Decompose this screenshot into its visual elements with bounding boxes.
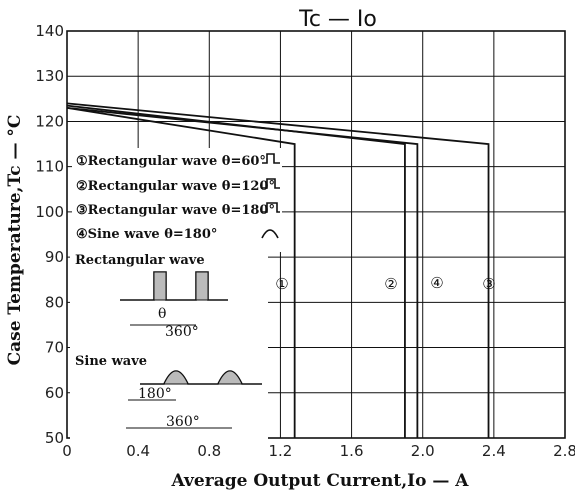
y-tick-label: 50: [45, 429, 64, 447]
series-line-1: [66, 106, 296, 438]
sine-wave-label: Sine wave: [75, 354, 147, 369]
x-tick-label: 2.8: [553, 442, 575, 460]
y-tick-label: 90: [45, 248, 64, 266]
rect-wave-label: Rectangular wave: [75, 253, 205, 268]
rect-wave-120-icon: [262, 178, 280, 189]
marker-3: ③: [482, 275, 495, 293]
x-tick-label: 1.6: [340, 442, 364, 460]
plot-frame: [66, 30, 566, 439]
sine-pulse-1: [163, 370, 189, 385]
angle-180-label: 180°: [138, 386, 172, 402]
x-tick-label: 0.4: [126, 442, 150, 460]
curve-markers: ① ② ④ ③: [275, 274, 495, 293]
rect-wave-60-icon: [262, 153, 280, 164]
legend-entry-2: ②Rectangular wave θ=120°: [76, 179, 275, 194]
theta-label: θ: [158, 306, 166, 322]
y-tick-label: 60: [45, 384, 64, 402]
y-tick-label: 100: [35, 203, 64, 221]
series-line-3: [66, 102, 490, 438]
rect-pulse-1: [153, 271, 167, 301]
sine-360-label: 360°: [166, 414, 200, 430]
rect-360-label: 360°: [165, 324, 199, 340]
rect-pulse-2: [195, 271, 209, 301]
sine-wave-icon: [261, 229, 279, 239]
y-axis-label: Case Temperature,Tc — °C: [5, 115, 25, 366]
marker-4: ④: [430, 274, 443, 292]
x-tick-label: 2.0: [411, 442, 435, 460]
y-tick-label: 130: [35, 67, 64, 85]
y-tick-label: 140: [35, 22, 64, 40]
sine-pulse-2: [217, 370, 243, 385]
series-line-2: [66, 104, 406, 438]
marker-1: ①: [275, 275, 288, 293]
legend: ①Rectangular wave θ=60° ②Rectangular wav…: [72, 148, 282, 252]
legend-entry-3: ③Rectangular wave θ=180°: [76, 203, 275, 218]
x-tick-label: 0.8: [197, 442, 221, 460]
series-lines: [66, 102, 490, 438]
series-line-4: [66, 106, 419, 438]
y-tick-label: 80: [45, 293, 64, 311]
chart-title: Tc — Io: [298, 7, 377, 32]
legend-entry-1: ①Rectangular wave θ=60°: [76, 154, 266, 169]
x-axis-label: Average Output Current,Io — A: [171, 471, 470, 491]
marker-2: ②: [384, 275, 397, 293]
rect-wave-180-icon: [262, 202, 280, 213]
legend-entry-4: ④Sine wave θ=180°: [76, 227, 217, 242]
y-tick-label: 70: [45, 339, 64, 357]
tick-labels: 0 0.4 0.8 1.2 1.6 2.0 2.4 2.8 50 60 70 80 90 100 110 12…: [35, 22, 575, 460]
y-tick-label: 120: [35, 112, 64, 130]
x-tick-label: 0: [62, 442, 72, 460]
x-tick-label: 1.2: [268, 442, 292, 460]
y-tick-label: 110: [35, 158, 64, 176]
waveform-inset: Rectangular wave θ 360° Sine wave 180° 3…: [70, 252, 268, 442]
x-tick-label: 2.4: [482, 442, 506, 460]
